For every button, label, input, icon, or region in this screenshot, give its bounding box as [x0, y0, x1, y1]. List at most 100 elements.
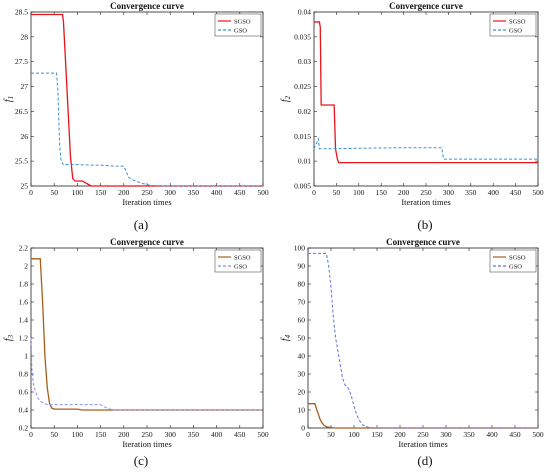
x-tick-label: 50	[50, 188, 58, 197]
caption-d: (d)	[417, 453, 433, 468]
y-tick-label: 26	[21, 132, 29, 141]
x-tick-label: 50	[333, 188, 341, 197]
x-tick-label: 0	[29, 430, 33, 439]
x-tick-label: 500	[532, 188, 544, 197]
y-tick-label: 27.5	[15, 57, 28, 66]
x-tick-label: 0	[29, 188, 33, 197]
x-tick-label: 500	[257, 430, 269, 439]
chart-panel-b: Convergence curve 0 50 100 150 200 250 300 350 40…	[280, 1, 544, 207]
x-tick-label: 400	[488, 188, 500, 197]
x-tick-label: 500	[532, 430, 544, 439]
y-tick-label: 0.03	[298, 57, 311, 66]
y-tick-label: 1.6	[19, 298, 29, 307]
y-tick-label: 0.04	[298, 8, 311, 17]
y-tick-label: 0.02	[298, 107, 311, 116]
y-tick-label: 2.2	[19, 244, 29, 253]
legend-label-gso: GSO	[509, 264, 522, 271]
x-tick-label: 200	[118, 430, 130, 439]
y-tick-label: 100	[294, 244, 306, 253]
x-tick-label: 200	[118, 188, 130, 197]
x-tick-label: 350	[463, 430, 475, 439]
x-tick-label: 150	[376, 188, 388, 197]
chart-panel-a: Convergence curve 0 50 100 150 200 250 300 350 40…	[3, 1, 269, 207]
x-tick-label: 400	[486, 430, 498, 439]
legend-box	[489, 249, 537, 273]
series-line-gso	[30, 337, 263, 411]
x-tick-label: 300	[443, 188, 455, 197]
y-tick-label: 0.015	[294, 132, 311, 141]
legend-label-sgso: SGSO	[509, 255, 526, 262]
plot-area-frame	[313, 11, 539, 187]
y-tick-label: 1	[24, 352, 28, 361]
x-tick-label: 50	[327, 430, 335, 439]
legend-box	[214, 13, 262, 37]
y-tick-label: 25.5	[15, 157, 28, 166]
x-tick-label: 450	[510, 188, 521, 197]
y-tick-label: 0.025	[294, 82, 311, 91]
x-tick-label: 350	[188, 188, 200, 197]
legend-label-gso: GSO	[234, 264, 247, 271]
series-line-gso	[313, 136, 538, 160]
y-tick-label: 0.8	[19, 370, 29, 379]
series-line-sgso	[31, 13, 263, 187]
chart-title: Convergence curve	[110, 1, 184, 11]
y-tick-label: 0.005	[294, 182, 311, 191]
chart-title: Convergence curve	[110, 237, 184, 247]
caption-c: (c)	[133, 453, 149, 468]
x-tick-label: 400	[211, 430, 223, 439]
legend-label-sgso: SGSO	[234, 255, 251, 262]
series-line-sgso	[308, 403, 538, 429]
caption-a: (a)	[133, 217, 149, 232]
series-line-gso	[308, 252, 538, 429]
chart-title: Convergence curve	[386, 237, 460, 247]
y-tick-label: 1.8	[19, 280, 29, 289]
x-tick-label: 150	[371, 430, 383, 439]
x-tick-label: 200	[398, 188, 410, 197]
y-tick-label: 26.5	[15, 107, 28, 116]
legend-label-sgso: SGSO	[234, 19, 251, 26]
y-tick-label: 0.2	[19, 424, 29, 433]
y-tick-label: 27	[21, 82, 29, 91]
plot-area-frame	[30, 11, 264, 187]
legend-label-sgso: SGSO	[509, 19, 526, 26]
y-axis-label: f4	[280, 334, 292, 341]
y-tick-label: 30	[298, 370, 306, 379]
y-tick-label: 50	[298, 334, 306, 343]
x-tick-label: 100	[72, 188, 84, 197]
x-axis-label: Iteration times	[401, 197, 450, 207]
plot-area-frame	[30, 247, 264, 429]
y-axis-label: f1	[3, 96, 15, 102]
x-tick-label: 450	[509, 430, 521, 439]
y-tick-label: 0.035	[294, 32, 311, 41]
y-tick-label: 25	[21, 182, 29, 191]
y-tick-label: 20	[298, 388, 306, 397]
x-tick-label: 250	[141, 188, 153, 197]
legend-box	[489, 13, 537, 37]
x-tick-label: 300	[440, 430, 452, 439]
x-tick-label: 250	[420, 188, 432, 197]
plot-area-frame	[307, 247, 539, 429]
y-tick-label: 0.6	[19, 388, 29, 397]
x-tick-label: 250	[417, 430, 429, 439]
y-tick-label: 28	[21, 32, 29, 41]
x-tick-label: 100	[348, 430, 360, 439]
x-tick-label: 0	[312, 188, 316, 197]
legend-box	[214, 249, 262, 273]
y-tick-label: 1.4	[19, 316, 29, 325]
y-tick-label: 0	[301, 424, 305, 433]
x-tick-label: 350	[188, 430, 200, 439]
x-axis-label: Iteration times	[398, 439, 447, 449]
x-axis-label: Iteration times	[122, 439, 171, 449]
y-tick-label: 80	[298, 280, 306, 289]
x-tick-label: 450	[234, 188, 246, 197]
x-tick-label: 150	[95, 188, 107, 197]
y-tick-label: 90	[298, 262, 306, 271]
x-tick-label: 100	[353, 188, 365, 197]
y-tick-label: 70	[298, 298, 306, 307]
series-line-sgso	[314, 21, 538, 164]
y-axis-label: f2	[280, 95, 292, 102]
chart-panel-c: Convergence curve 0 50 100 150 200 250 300 350 40…	[3, 237, 269, 449]
y-tick-label: 1.2	[19, 334, 29, 343]
series-line-gso	[31, 72, 263, 187]
